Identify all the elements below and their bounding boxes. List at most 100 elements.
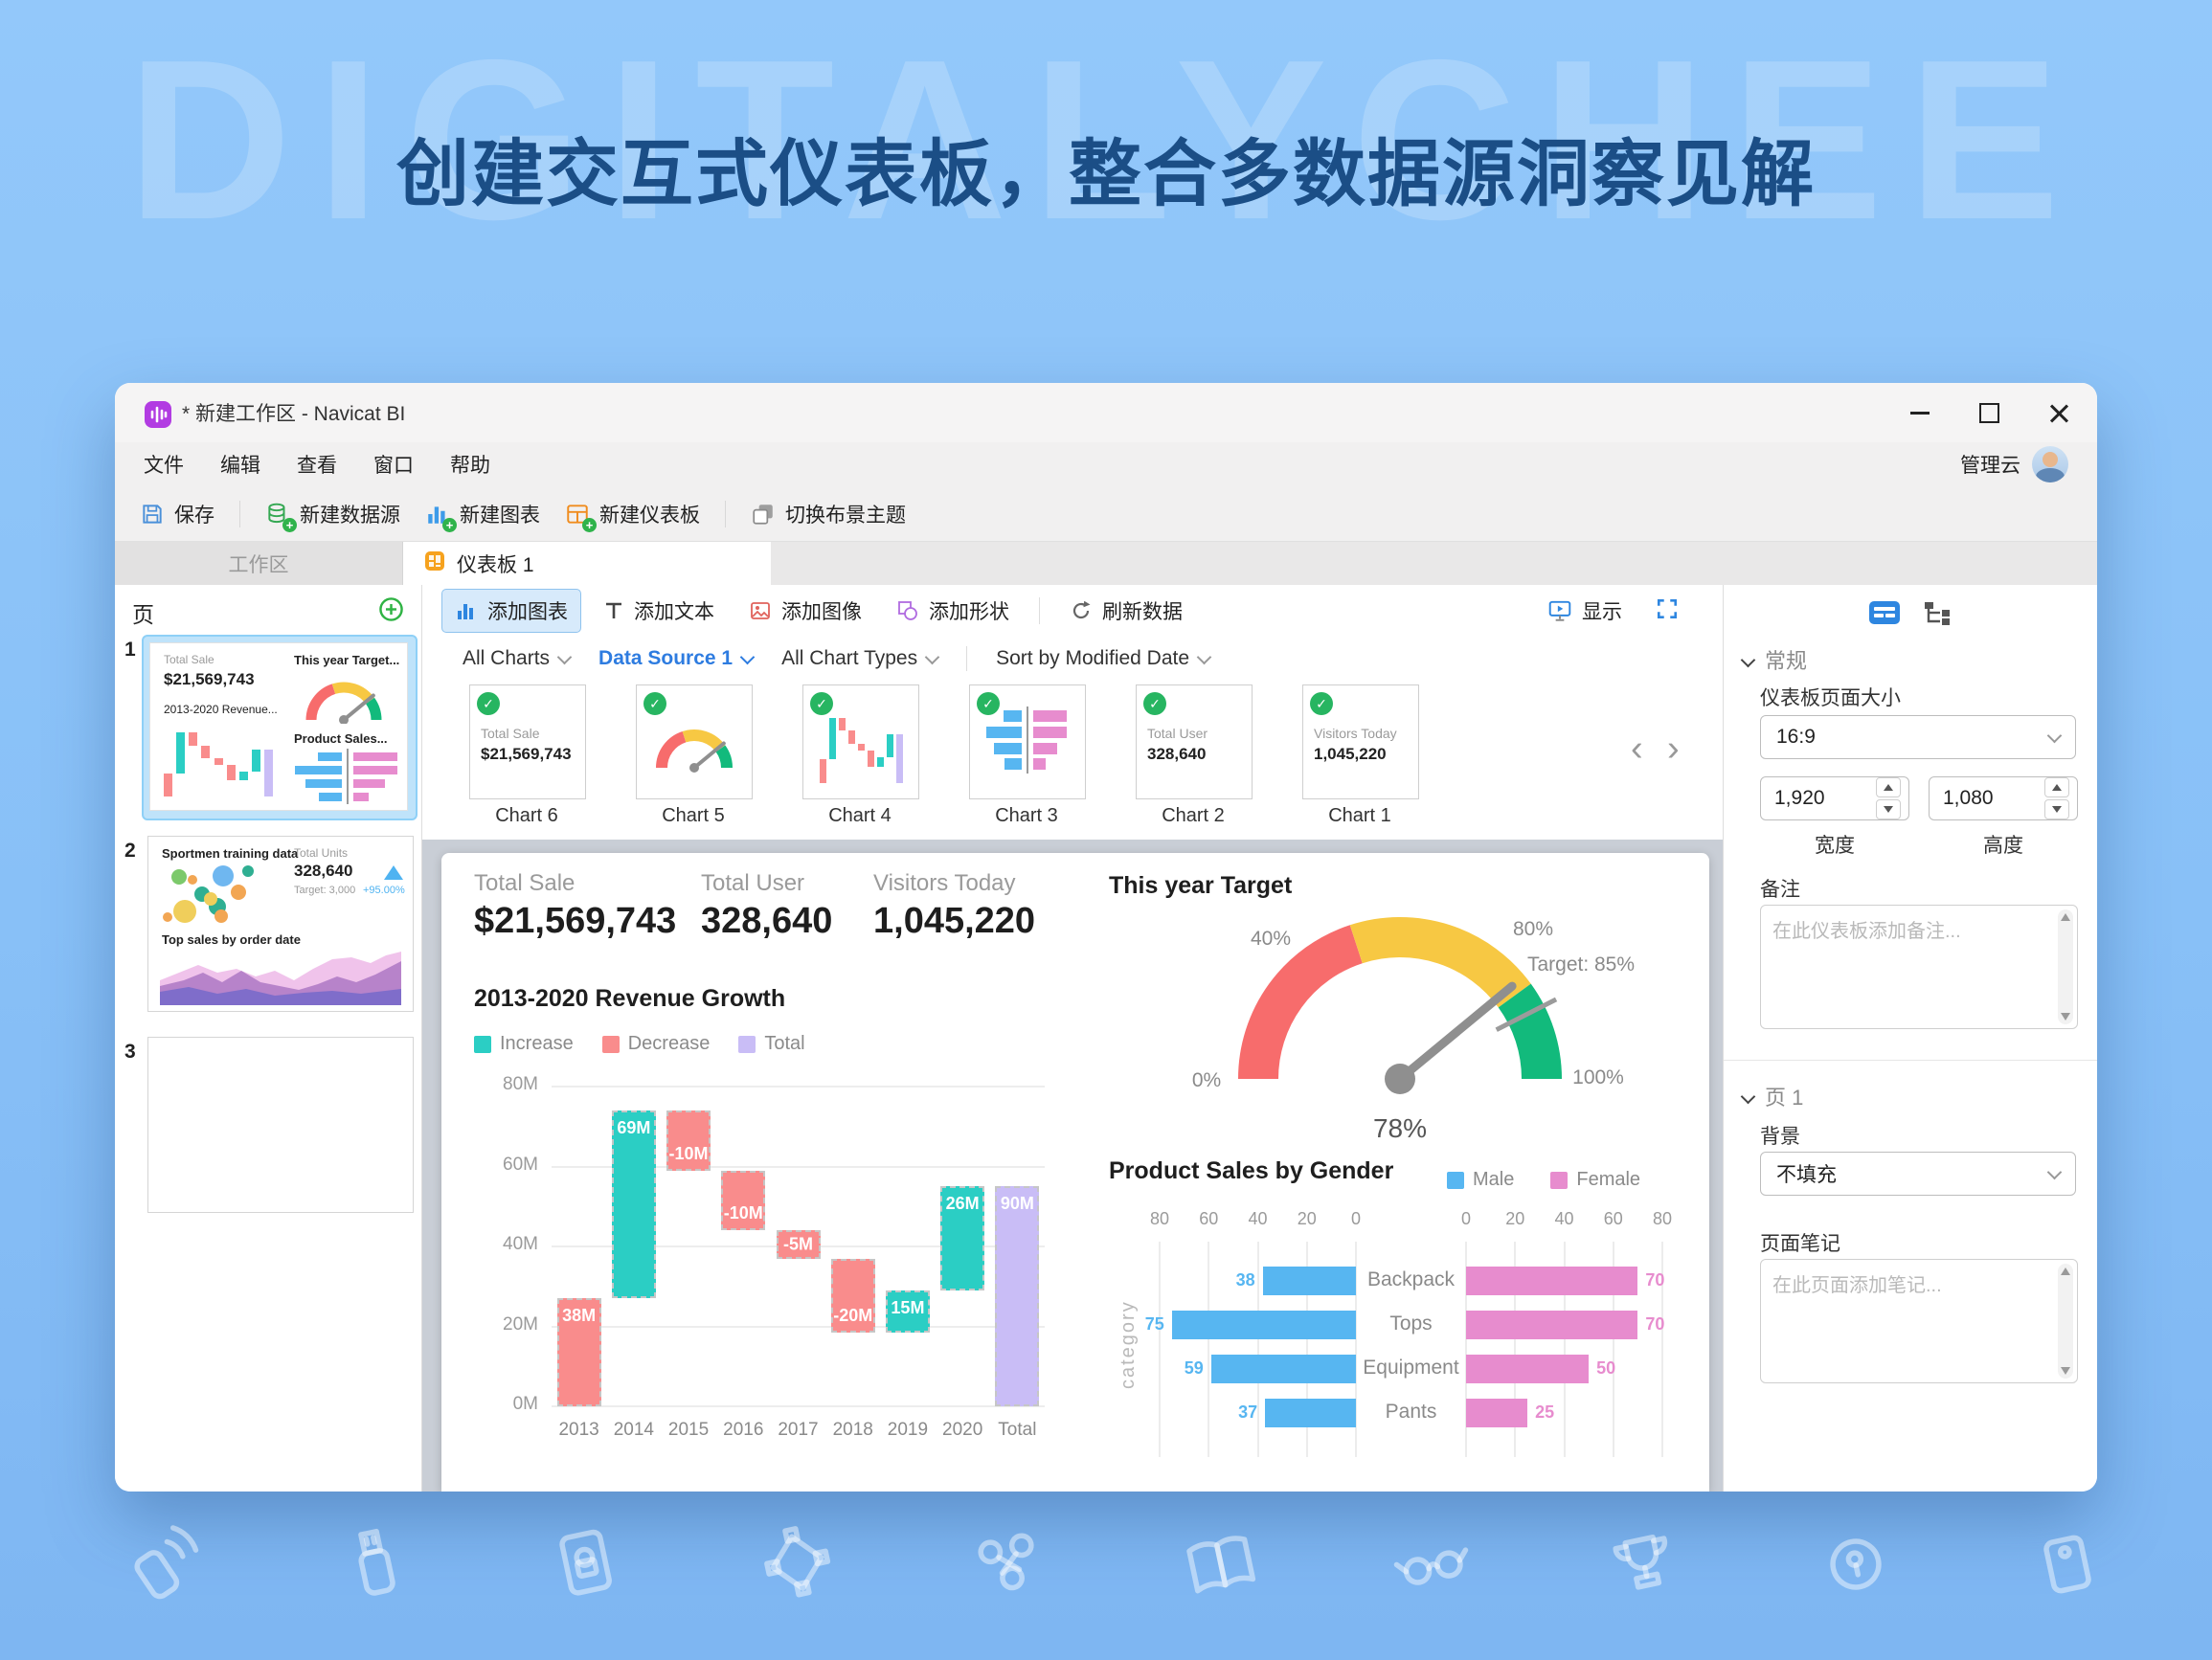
filter-all-charts[interactable]: All Charts <box>463 647 573 670</box>
tabbar: 工作区 仪表板 1 <box>115 542 2097 585</box>
waterfall-bar <box>226 764 236 781</box>
chart-card-1[interactable]: ✓ Visitors Today 1,045,220 <box>1302 684 1419 799</box>
chevron-down-icon <box>2046 1164 2063 1179</box>
menu-edit[interactable]: 编辑 <box>220 455 260 477</box>
avatar <box>2032 446 2068 482</box>
aspect-ratio-select[interactable]: 16:9 <box>1760 715 2076 759</box>
new-chart-label: 新建图表 <box>460 504 540 527</box>
present-button[interactable]: 显示 <box>1535 590 1635 632</box>
prev-page-icon[interactable]: ‹ <box>1631 729 1643 769</box>
width-stepper[interactable]: 1,920 <box>1760 776 1909 820</box>
structure-tree-icon[interactable] <box>1923 600 1953 633</box>
save-button[interactable]: 保存 <box>140 500 214 528</box>
fullscreen-icon[interactable] <box>1656 597 1679 625</box>
dashboard-properties-icon[interactable] <box>1867 598 1902 633</box>
step-down-icon[interactable] <box>2044 799 2069 819</box>
add-page-icon[interactable] <box>378 596 404 627</box>
scroll-down-icon[interactable] <box>2061 1013 2070 1021</box>
female-bar <box>1466 1311 1638 1339</box>
page-3-item[interactable] <box>147 1037 414 1213</box>
chevron-down-icon <box>1196 649 1212 664</box>
x-tick-label: Total <box>998 1420 1037 1440</box>
menu-view[interactable]: 查看 <box>297 455 337 477</box>
refresh-data-button[interactable]: 刷新数据 <box>1057 590 1195 632</box>
height-value: 1,080 <box>1943 787 1994 809</box>
scrollbar[interactable] <box>2058 1264 2073 1379</box>
thumb-kpi-value: $21,569,743 <box>164 670 255 688</box>
add-text-button[interactable]: 添加文本 <box>591 590 727 632</box>
add-chart-button[interactable]: 添加图表 <box>441 589 581 633</box>
usb-drive-icon <box>322 1512 426 1616</box>
plus-badge-icon: + <box>282 517 297 532</box>
waterfall-bar <box>189 732 198 746</box>
waterfall-bar <box>867 750 874 767</box>
trophy-icon <box>1591 1512 1696 1616</box>
menu-window[interactable]: 窗口 <box>373 455 414 477</box>
page-notes-input[interactable]: 在此页面添加笔记... <box>1760 1259 2078 1383</box>
x-tick-label: 2013 <box>558 1420 599 1440</box>
chart-card-2[interactable]: ✓ Total User 328,640 <box>1136 684 1253 799</box>
chart-card-3[interactable]: ✓ <box>969 684 1086 799</box>
minimize-icon[interactable] <box>1910 411 1930 415</box>
new-dashboard-label: 新建仪表板 <box>599 504 700 527</box>
height-stepper[interactable]: 1,080 <box>1929 776 2078 820</box>
gauge-needle <box>1395 981 1517 1084</box>
card-name: Chart 5 <box>662 805 725 826</box>
gridline <box>1208 1242 1210 1457</box>
sort-dropdown[interactable]: Sort by Modified Date <box>996 647 1212 670</box>
step-up-icon[interactable] <box>2044 777 2069 797</box>
filter-chart-types[interactable]: All Chart Types <box>781 647 940 670</box>
step-up-icon[interactable] <box>1876 777 1901 797</box>
add-image-button[interactable]: 添加图像 <box>736 590 874 632</box>
page-1-item[interactable]: Total Sale $21,569,743 This year Target.… <box>142 635 418 820</box>
page-2-item[interactable]: Sportmen training data Total Units 328,6… <box>147 836 414 1012</box>
dashboard-notes-input[interactable]: 在此仪表板添加备注... <box>1760 905 2078 1029</box>
menu-file[interactable]: 文件 <box>144 455 184 477</box>
male-bar <box>1171 1311 1356 1339</box>
chart-card-4[interactable]: ✓ <box>802 684 919 799</box>
general-section-label: 常规 <box>1765 649 1808 673</box>
background-select[interactable]: 不填充 <box>1760 1152 2076 1196</box>
account-button[interactable]: 管理云 <box>1960 446 2068 482</box>
general-section-header[interactable]: 常规 <box>1740 644 1808 675</box>
scrollbar[interactable] <box>2058 909 2073 1024</box>
switch-theme-button[interactable]: 切换布景主题 <box>751 500 906 528</box>
chart-card-5[interactable]: ✓ <box>636 684 753 799</box>
chart-card-6[interactable]: ✓ Total Sale $21,569,743 <box>469 684 586 799</box>
x-tick-label: 2020 <box>942 1420 983 1440</box>
add-shape-button[interactable]: 添加形状 <box>884 590 1022 632</box>
filter-data-source[interactable]: Data Source 1 <box>598 647 756 670</box>
scroll-up-icon[interactable] <box>2061 913 2070 921</box>
thumb-area-chart <box>160 952 401 1005</box>
menu-help[interactable]: 帮助 <box>450 455 490 477</box>
male-bar <box>1210 1355 1356 1383</box>
step-down-icon[interactable] <box>1876 799 1901 819</box>
waterfall-bar <box>857 744 865 751</box>
gridline <box>1465 1242 1467 1457</box>
page-section-header[interactable]: 页 1 <box>1740 1081 1803 1111</box>
thumb-bubble-title: Sportmen training data <box>162 846 299 861</box>
scroll-up-icon[interactable] <box>2061 1267 2070 1275</box>
new-datasource-button[interactable]: + 新建数据源 <box>265 500 400 532</box>
main-area: 添加图表 添加文本 添加图像 添加形状 <box>422 585 1723 1492</box>
card-kpi-value: 1,045,220 <box>1314 745 1387 763</box>
y-tick-label: 0M <box>512 1394 538 1414</box>
next-page-icon[interactable]: › <box>1667 729 1680 769</box>
tab-workspace[interactable]: 工作区 <box>115 542 403 585</box>
thumb-delta: +95.00% <box>363 885 405 896</box>
chart-card-strip: ✓ Total Sale $21,569,743 Chart 6 ✓ Chart… <box>422 681 1723 840</box>
close-icon[interactable] <box>2049 403 2068 422</box>
knot-icon <box>957 1512 1061 1616</box>
tab-dashboard-1[interactable]: 仪表板 1 <box>403 542 771 585</box>
maximize-icon[interactable] <box>1979 402 1999 423</box>
new-chart-button[interactable]: + 新建图表 <box>425 500 540 532</box>
legend-decrease-swatch <box>601 1035 620 1053</box>
scroll-down-icon[interactable] <box>2061 1367 2070 1375</box>
new-dashboard-button[interactable]: + 新建仪表板 <box>565 500 700 532</box>
page-notes-placeholder: 在此页面添加笔记... <box>1772 1275 1942 1296</box>
dashboard-page[interactable]: Total Sale $21,569,743 Total User 328,64… <box>441 853 1709 1492</box>
card-kpi-value: 328,640 <box>1147 745 1207 763</box>
gauge-arc <box>1238 925 1364 1080</box>
waterfall-bar: 69M <box>611 1110 656 1299</box>
secure-doc-icon <box>533 1512 638 1616</box>
